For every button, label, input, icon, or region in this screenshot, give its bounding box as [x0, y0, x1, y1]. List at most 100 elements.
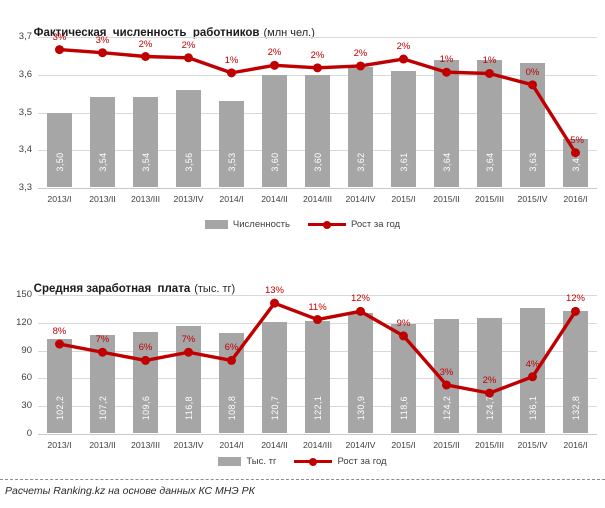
bar — [305, 74, 330, 187]
bar-swatch-icon — [218, 457, 242, 466]
bar — [348, 67, 373, 187]
growth-value-label: 1% — [482, 55, 497, 67]
y-tick-label: 3,3 — [18, 182, 32, 193]
growth-point — [184, 53, 193, 63]
chart-title-unit: (млн чел.) — [263, 27, 315, 39]
growth-value-label: 3% — [95, 34, 110, 46]
gridline — [38, 37, 597, 38]
bar — [47, 339, 72, 433]
bar — [176, 325, 201, 433]
legend-item-bars: Тыс. тг — [218, 456, 276, 467]
growth-value-label: 4% — [525, 358, 540, 370]
growth-value-label: 3% — [52, 31, 67, 43]
growth-point — [356, 61, 365, 71]
growth-point — [55, 339, 64, 349]
bar — [391, 324, 416, 433]
x-tick-label: 2015/III — [475, 194, 504, 204]
growth-value-label: 2% — [267, 47, 282, 59]
bar — [563, 138, 588, 187]
x-tick-label: 2015/II — [433, 194, 460, 204]
legend-label: Рост за год — [337, 456, 387, 467]
growth-value-label: 13% — [264, 285, 284, 297]
growth-value-label: 2% — [138, 38, 153, 50]
y-tick-label: 60 — [21, 372, 32, 384]
chart-title-unit: (тыс. тг) — [194, 283, 236, 295]
growth-point — [571, 148, 580, 158]
headcount-legend: Численность Рост за год — [0, 219, 605, 230]
growth-point — [399, 331, 408, 341]
growth-point — [485, 68, 494, 78]
growth-value-label: 2% — [310, 49, 325, 61]
bar — [434, 59, 459, 187]
growth-value-label: 8% — [52, 326, 67, 338]
x-tick-label: 2015/I — [391, 194, 416, 204]
legend-item-line: Рост за год — [294, 456, 387, 467]
growth-value-label: 1% — [439, 54, 454, 66]
x-tick-label: 2014/IV — [345, 194, 376, 204]
growth-value-label: 7% — [95, 334, 110, 346]
bar — [47, 112, 72, 187]
growth-point — [442, 67, 451, 77]
growth-point — [227, 68, 236, 78]
growth-value-label: 6% — [138, 342, 153, 354]
x-tick-label: 2013/I — [47, 440, 72, 450]
growth-point — [98, 48, 107, 58]
x-tick-label: 2013/I — [47, 194, 72, 204]
x-tick-label: 2016/I — [563, 440, 588, 450]
x-tick-label: 2014/I — [219, 194, 244, 204]
x-tick-label: 2014/III — [303, 194, 332, 204]
chart-title-text: Фактическая численность работников — [33, 27, 260, 39]
growth-point — [528, 80, 537, 90]
growth-point — [313, 63, 322, 73]
growth-value-label: -5% — [567, 134, 584, 146]
y-tick-label: 3,5 — [18, 106, 32, 118]
y-tick-label: 3,7 — [18, 31, 32, 42]
growth-point — [270, 298, 279, 308]
bar — [477, 318, 502, 433]
growth-value-label: 12% — [565, 293, 585, 305]
growth-point — [313, 315, 322, 325]
bar — [305, 320, 330, 433]
bar — [90, 97, 115, 187]
y-tick-label: 120 — [16, 316, 32, 328]
legend-item-bars: Численность — [204, 219, 290, 230]
growth-point — [485, 388, 494, 398]
x-tick-label: 2014/II — [261, 440, 288, 450]
bar — [133, 97, 158, 187]
y-tick-label: 0 — [26, 428, 32, 439]
bar — [176, 89, 201, 187]
source-note: Расчеты Ranking.kz на основе данных КС М… — [5, 485, 255, 497]
bar — [262, 322, 287, 433]
growth-point — [528, 372, 537, 382]
x-tick-label: 2014/II — [261, 194, 288, 204]
growth-point — [141, 355, 150, 365]
bar-swatch-icon — [204, 220, 228, 229]
growth-value-label: 2% — [482, 375, 497, 387]
bar — [477, 59, 502, 187]
growth-value-label: 6% — [224, 342, 239, 354]
growth-point — [55, 45, 64, 55]
growth-point — [356, 306, 365, 316]
x-tick-label: 2013/III — [131, 440, 160, 450]
growth-point — [141, 52, 150, 62]
x-tick-label: 2015/IV — [517, 194, 548, 204]
x-tick-label: 2013/II — [89, 194, 116, 204]
growth-value-label: 2% — [181, 39, 196, 51]
growth-point — [571, 306, 580, 316]
growth-value-label: 3% — [439, 366, 454, 378]
growth-value-label: 0% — [525, 66, 540, 78]
growth-value-label: 9% — [396, 317, 411, 329]
gridline — [38, 295, 597, 296]
line-swatch-icon — [294, 457, 333, 466]
bar — [262, 74, 287, 187]
bar — [219, 101, 244, 187]
legend-label: Численность — [232, 219, 290, 230]
salary-legend: Тыс. тг Рост за год — [0, 456, 605, 467]
growth-point — [98, 347, 107, 357]
headcount-chart-title: Фактическая численность работников (млн ч… — [7, 5, 315, 59]
bar — [520, 307, 545, 433]
